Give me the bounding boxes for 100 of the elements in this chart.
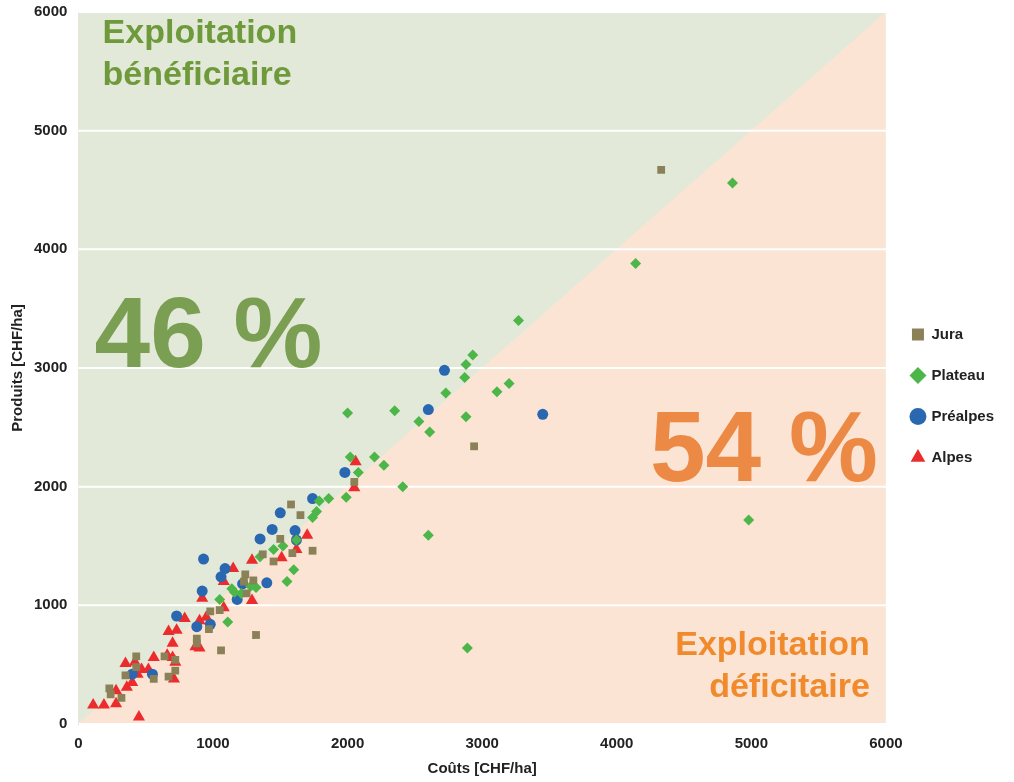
point [268, 544, 280, 556]
point [323, 493, 335, 505]
point [249, 576, 258, 585]
point [368, 451, 380, 463]
point [219, 563, 231, 575]
point [217, 646, 225, 655]
point [205, 625, 213, 633]
point [87, 698, 100, 709]
point [413, 415, 425, 427]
point [171, 610, 183, 622]
point [422, 529, 434, 541]
point [491, 386, 503, 398]
x-tick-label: 1000 [196, 734, 230, 752]
point [389, 405, 401, 417]
point [438, 364, 450, 376]
point [281, 576, 293, 588]
legend-label: Jura [931, 324, 964, 342]
point [344, 451, 356, 463]
point [313, 495, 325, 507]
point [166, 636, 179, 647]
point [245, 553, 259, 564]
y-tick-label: 3000 [33, 358, 68, 376]
point [277, 540, 289, 552]
x-tick-label: 3000 [465, 734, 499, 752]
point [147, 650, 160, 662]
point [727, 177, 739, 189]
point [160, 652, 169, 661]
point [241, 570, 250, 579]
point [162, 624, 175, 635]
point [460, 411, 472, 423]
point [261, 577, 273, 589]
legend-label: Préalpes [931, 406, 995, 424]
point [288, 549, 297, 558]
point [106, 690, 115, 699]
point [149, 675, 158, 683]
y-tick-label: 6000 [33, 2, 68, 20]
point [274, 507, 286, 519]
point [276, 534, 285, 543]
point [470, 442, 478, 451]
point [97, 698, 111, 709]
point [258, 550, 267, 559]
point [191, 621, 203, 633]
point [301, 528, 314, 539]
point [460, 358, 472, 370]
point [349, 454, 362, 466]
point [289, 525, 301, 537]
point [171, 666, 180, 675]
point [424, 426, 436, 438]
point [266, 523, 278, 535]
point [397, 481, 409, 493]
point [222, 616, 234, 628]
point [109, 696, 123, 708]
point [296, 511, 305, 520]
point [461, 642, 473, 654]
point [308, 546, 317, 555]
point [287, 500, 295, 509]
annotation: 46 % [94, 276, 323, 389]
y-tick-label: 0 [59, 714, 68, 732]
x-axis-title: Coûts [CHF/ha] [427, 759, 537, 777]
point [196, 585, 208, 597]
point [198, 553, 210, 565]
point [245, 593, 259, 605]
point [252, 631, 260, 639]
point [440, 387, 452, 399]
annotation: 54 % [649, 390, 878, 503]
point [178, 611, 191, 622]
legend-label: Plateau [931, 365, 985, 383]
point [240, 577, 248, 586]
point [467, 349, 479, 361]
point [311, 506, 323, 518]
point [630, 258, 642, 270]
point [132, 663, 141, 671]
point [121, 671, 130, 680]
x-tick-label: 4000 [600, 734, 634, 752]
point [513, 315, 525, 327]
point [132, 709, 145, 721]
point [378, 459, 390, 471]
y-tick-label: 1000 [33, 595, 68, 613]
point [242, 589, 251, 598]
x-tick-label: 6000 [869, 734, 903, 752]
point [342, 407, 354, 419]
point [340, 491, 352, 503]
x-tick-label: 0 [74, 734, 83, 752]
point [117, 694, 126, 702]
point [119, 656, 132, 667]
point [350, 478, 359, 486]
annotation: Exploitation bénéficiaire [102, 12, 298, 93]
y-tick-label: 2000 [33, 476, 68, 494]
point [254, 533, 266, 545]
point [503, 377, 515, 389]
point [215, 606, 224, 614]
point [537, 408, 549, 420]
point [206, 607, 215, 616]
point [339, 466, 351, 478]
point [214, 593, 226, 605]
point [352, 466, 364, 478]
point [422, 404, 434, 416]
legend-label: Alpes [931, 447, 973, 465]
x-tick-label: 5000 [734, 734, 769, 752]
y-tick-label: 4000 [33, 239, 68, 257]
